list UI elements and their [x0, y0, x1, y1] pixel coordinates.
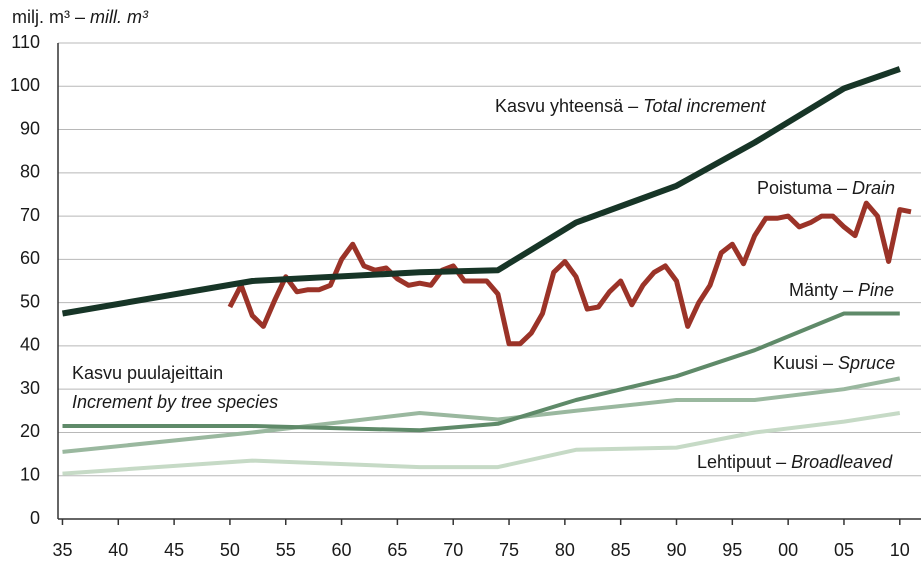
x-tick-label: 05	[834, 540, 854, 560]
y-tick-label: 50	[20, 291, 40, 311]
x-tick-label: 75	[499, 540, 519, 560]
annotation: Kasvu puulajeittain	[72, 363, 223, 383]
series-label: Poistuma – Drain	[757, 178, 895, 198]
x-tick-label: 55	[276, 540, 296, 560]
series-label-fi: Poistuma –	[757, 178, 847, 198]
series-label-en: Pine	[858, 280, 894, 300]
y-tick-label: 60	[20, 248, 40, 268]
series-label-fi: Kasvu yhteensä –	[495, 96, 638, 116]
y-tick-label: 0	[30, 508, 40, 528]
y-tick-label: 40	[20, 335, 40, 355]
series-label: Mänty – Pine	[789, 280, 894, 300]
series-label-fi: Mänty –	[789, 280, 853, 300]
y-axis-title: milj. m³ – mill. m³	[12, 7, 149, 27]
x-tick-label: 45	[164, 540, 184, 560]
y-tick-label: 80	[20, 162, 40, 182]
x-tick-label: 35	[52, 540, 72, 560]
series-label-en: Broadleaved	[791, 452, 893, 472]
y-tick-label: 100	[10, 75, 40, 95]
series-label-en: Spruce	[838, 353, 895, 373]
series-label: Kasvu yhteensä – Total increment	[495, 96, 767, 116]
x-tick-label: 80	[555, 540, 575, 560]
series-line	[62, 311, 900, 433]
series-line	[227, 200, 912, 347]
y-tick-label: 10	[20, 464, 40, 484]
y-tick-label: 70	[20, 205, 40, 225]
series-line	[62, 411, 901, 476]
annotation: Increment by tree species	[72, 392, 278, 412]
x-tick-label: 90	[666, 540, 686, 560]
series-label-en: Total increment	[643, 96, 766, 116]
series-label: Kuusi – Spruce	[773, 353, 895, 373]
x-tick-label: 60	[332, 540, 352, 560]
y-tick-label: 30	[20, 378, 40, 398]
x-tick-label: 00	[778, 540, 798, 560]
series-label-fi: Lehtipuut –	[697, 452, 786, 472]
y-title-en: mill. m³	[90, 7, 149, 27]
y-tick-label: 110	[11, 32, 40, 52]
series-line	[61, 66, 901, 317]
x-tick-label: 65	[387, 540, 407, 560]
series-label-fi: Kuusi –	[773, 353, 833, 373]
x-tick-label: 95	[722, 540, 742, 560]
x-tick-label: 40	[108, 540, 128, 560]
x-tick-label: 85	[611, 540, 631, 560]
series-label: Lehtipuut – Broadleaved	[697, 452, 893, 472]
x-tick-label: 10	[890, 540, 910, 560]
series-label-en: Drain	[852, 178, 895, 198]
y-tick-label: 90	[20, 118, 40, 138]
y-title-fi: milj. m³ –	[12, 7, 85, 27]
x-tick-label: 70	[443, 540, 463, 560]
x-tick-label: 50	[220, 540, 240, 560]
y-tick-label: 20	[20, 421, 40, 441]
